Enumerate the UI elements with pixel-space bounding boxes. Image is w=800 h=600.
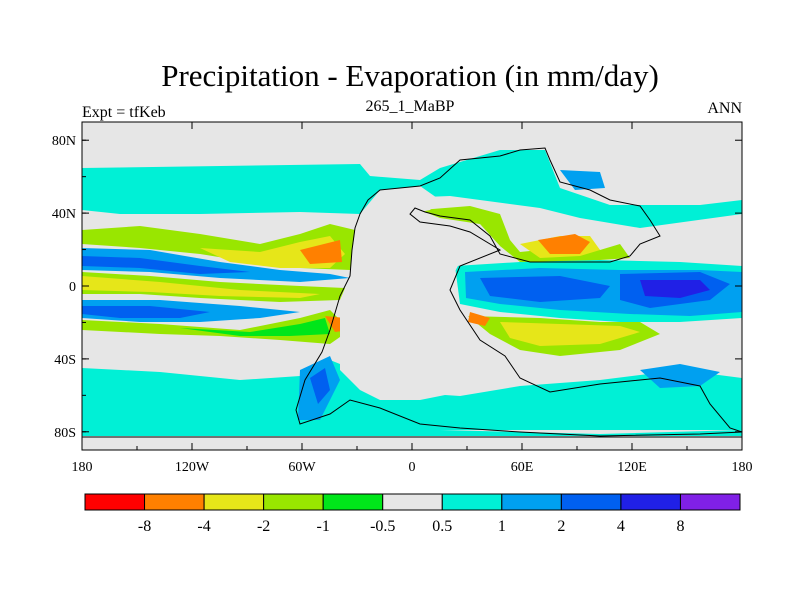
equatorial-dry-inner bbox=[82, 276, 320, 298]
colorbar-label: -2 bbox=[257, 518, 270, 535]
tethys-wet-core-west bbox=[480, 276, 610, 302]
lon-tick-label: 60W bbox=[288, 460, 316, 475]
plot-title: Precipitation - Evaporation (in mm/day) bbox=[161, 58, 659, 93]
north-pacific-dry-core bbox=[300, 240, 342, 264]
colorbar-label: -8 bbox=[138, 518, 151, 535]
colorbar-swatch bbox=[144, 493, 205, 511]
south-indian-wet bbox=[640, 364, 720, 388]
lat-tick-label: 80N bbox=[52, 134, 76, 149]
lon-tick-label: 180 bbox=[72, 460, 93, 475]
tethys-wet-max bbox=[640, 280, 710, 298]
season-label: ANN bbox=[707, 100, 742, 117]
south-gondwana-dry-core bbox=[468, 312, 490, 326]
colorbar-label: 0.5 bbox=[432, 518, 452, 535]
colorbar-label: 4 bbox=[617, 518, 625, 535]
colorbar-swatch bbox=[382, 493, 443, 511]
south-america-wet-core bbox=[310, 368, 330, 404]
pangea-interior bbox=[340, 186, 520, 400]
colorbar: -8 -4 -2 -1 -0.5 0.5 1 2 4 8 bbox=[84, 493, 741, 535]
lon-tick-label: 120E bbox=[617, 460, 647, 475]
tethys-dry-core bbox=[538, 234, 590, 254]
antarctic-coast-band bbox=[82, 424, 742, 436]
lat-tick-label: 0 bbox=[69, 280, 76, 295]
lat-tick-label: 40S bbox=[54, 353, 76, 368]
colorbar-swatch bbox=[322, 493, 384, 511]
north-wet-patch bbox=[470, 166, 540, 194]
map-panel: 180 120W 60W 0 60E 120E 180 80N 40N 0 40S 80S bbox=[52, 121, 753, 475]
lon-tick-label: 120W bbox=[175, 460, 210, 475]
colorbar-swatch bbox=[84, 493, 146, 511]
colorbar-swatch bbox=[203, 493, 265, 511]
colorbar-label: -1 bbox=[317, 518, 330, 535]
south-pacific-wet-inner bbox=[82, 306, 210, 318]
map-axis-ticks: 180 120W 60W 0 60E 120E 180 80N 40N 0 40S 80S bbox=[52, 122, 753, 475]
south-gondwana-dry-inner bbox=[500, 322, 640, 346]
colorbar-label: 1 bbox=[498, 518, 506, 535]
lat-tick-label: 40N bbox=[52, 207, 76, 222]
plot-subtitle: 265_1_MaBP bbox=[365, 98, 455, 115]
continent-coastline bbox=[295, 147, 743, 437]
colorbar-swatch bbox=[263, 493, 324, 511]
lon-tick-label: 0 bbox=[409, 460, 416, 475]
lon-tick-label: 180 bbox=[732, 460, 753, 475]
colorbar-swatch bbox=[441, 493, 503, 511]
pacific-itcz-outer bbox=[82, 248, 350, 282]
lon-tick-label: 60E bbox=[511, 460, 534, 475]
lat-tick-label: 80S bbox=[54, 426, 76, 441]
colorbar-label: -0.5 bbox=[370, 518, 395, 535]
experiment-label: Expt = tfKeb bbox=[82, 104, 166, 121]
colorbar-swatch bbox=[560, 493, 622, 511]
colorbar-label: -4 bbox=[197, 518, 210, 535]
colorbar-swatch bbox=[620, 493, 681, 511]
colorbar-swatch bbox=[679, 493, 741, 511]
precip-evap-field bbox=[82, 150, 742, 450]
south-pacific-dry-inner bbox=[180, 318, 330, 336]
colorbar-label: 2 bbox=[557, 518, 565, 535]
colorbar-swatch bbox=[501, 493, 562, 511]
colorbar-label: 8 bbox=[676, 518, 684, 535]
pacific-itcz-inner bbox=[82, 256, 250, 274]
